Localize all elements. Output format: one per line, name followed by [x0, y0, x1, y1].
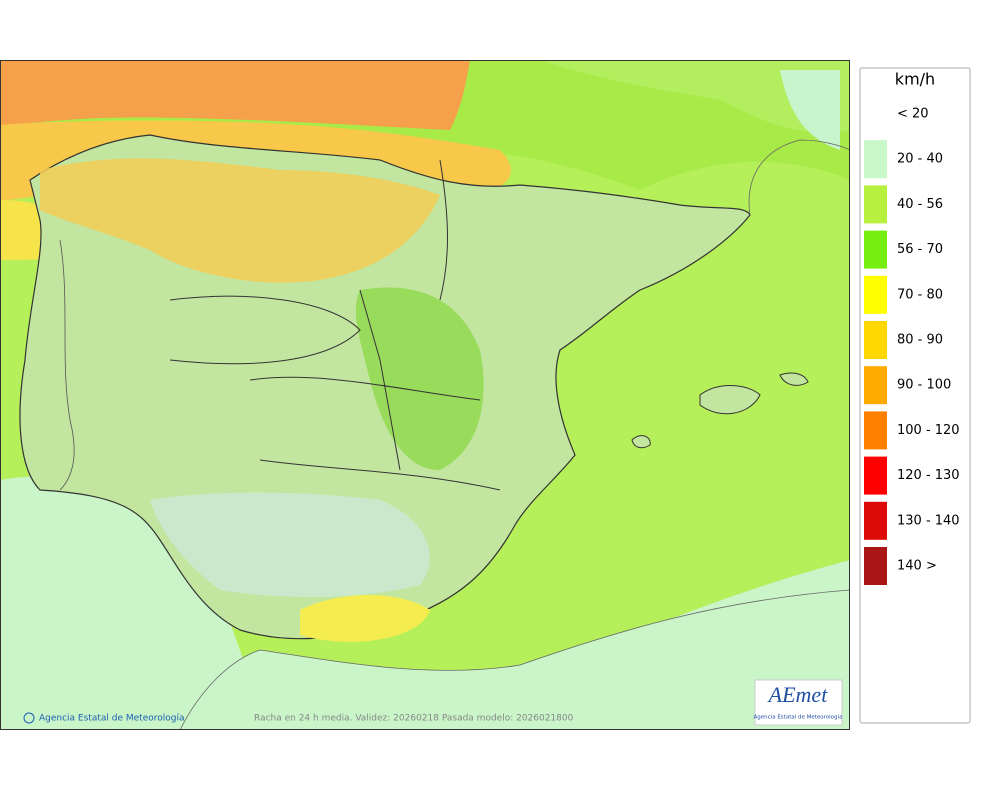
africa	[179, 589, 850, 730]
wind-zone	[540, 60, 850, 133]
legend-swatch	[864, 411, 887, 450]
border	[59, 239, 75, 491]
island	[699, 385, 761, 415]
map-frame	[0, 60, 850, 730]
legend-swatch	[864, 501, 887, 540]
legend-label: 140 >	[897, 559, 937, 574]
legend-swatch	[864, 230, 887, 269]
border	[169, 159, 501, 491]
caption: Racha en 24 h media. Validez: 20260218 P…	[254, 714, 574, 724]
legend-label: 70 - 80	[897, 287, 943, 302]
legend-swatch	[864, 366, 887, 405]
legend-label: 130 - 140	[897, 513, 960, 528]
island	[779, 372, 809, 386]
wind-zone	[40, 158, 440, 283]
logo-subtitle: Agencia Estatal de Meteorología	[754, 714, 843, 721]
legend-swatch	[864, 547, 887, 585]
legend-label: 90 - 100	[897, 378, 951, 393]
legend-label: 100 - 120	[897, 423, 960, 438]
legend-swatch	[864, 140, 887, 179]
legend-label: 20 - 40	[897, 152, 943, 167]
legend-label: 40 - 56	[897, 197, 943, 212]
wind-zone	[780, 70, 840, 150]
legend-label: 56 - 70	[897, 242, 943, 257]
legend-swatch	[864, 321, 887, 359]
island	[631, 435, 651, 449]
wind-zone	[0, 60, 470, 130]
legend-swatch	[864, 185, 887, 224]
legend-box	[859, 67, 971, 724]
wind-zone	[150, 492, 430, 597]
map	[0, 60, 850, 730]
legend-swatch	[864, 456, 887, 495]
legend-title: km/h	[895, 70, 935, 89]
wind-zone	[355, 287, 484, 470]
logo-box	[754, 679, 843, 726]
coast	[748, 139, 850, 216]
logo-name: AEmet	[767, 682, 829, 707]
wind-zone	[300, 595, 430, 642]
legend-items: < 20 20 - 40 40 - 56 56 - 70 70 - 80 80 - 90 9…	[864, 95, 960, 585]
legend-swatch	[864, 275, 887, 314]
credit: Agencia Estatal de Meteorología	[39, 714, 185, 724]
legend-label: 80 - 90	[897, 333, 943, 348]
legend-swatch	[864, 95, 887, 133]
legend-label: < 20	[897, 107, 929, 122]
copyright-icon	[23, 712, 35, 724]
legend-label: 120 - 130	[897, 468, 960, 483]
